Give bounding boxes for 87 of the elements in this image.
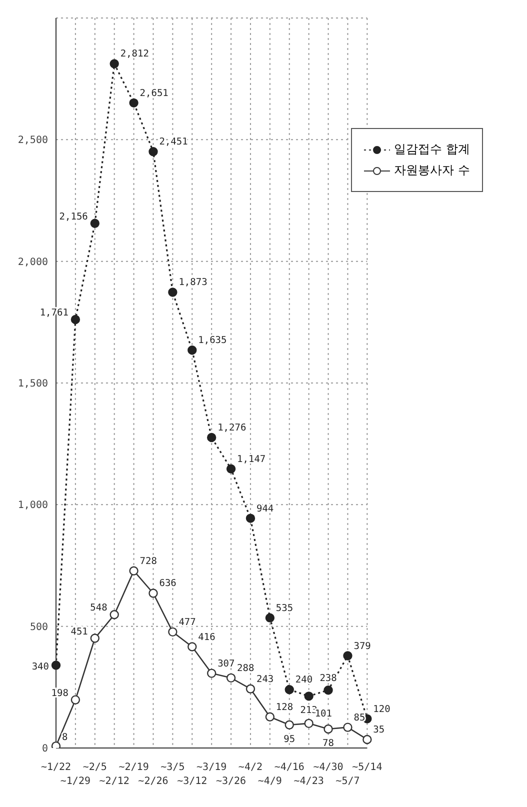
data-label: 1,635 [198, 335, 227, 346]
data-label: 35 [373, 724, 385, 736]
data-label: 477 [178, 616, 196, 628]
point [148, 588, 158, 598]
point [51, 660, 61, 670]
data-label: 240 [295, 674, 313, 686]
data-label: 535 [276, 602, 294, 614]
data-label: 238 [320, 673, 338, 684]
data-label: 95 [284, 734, 296, 745]
point [110, 610, 119, 620]
data-label: 2,156 [59, 211, 88, 222]
data-label: 2,812 [120, 48, 149, 60]
point [324, 685, 333, 695]
point [206, 432, 216, 442]
data-label: 451 [70, 626, 88, 638]
x-tick-label: ~1/22 [40, 762, 72, 773]
point [226, 673, 236, 683]
point [188, 346, 197, 355]
point [324, 724, 333, 734]
point [304, 718, 314, 728]
data-label: 2,451 [159, 136, 188, 148]
data-label: 636 [159, 578, 177, 590]
data-label: 548 [90, 602, 108, 614]
point [148, 146, 158, 156]
data-label: 78 [322, 738, 334, 750]
x-tick-label: ~3/12 [177, 776, 208, 787]
point [265, 613, 275, 622]
x-tick-label: ~5/7 [336, 776, 360, 787]
data-label: 1,147 [237, 454, 266, 465]
point [90, 218, 100, 228]
data-label: 379 [354, 640, 372, 652]
point [110, 59, 119, 68]
y-tick-label: 500 [30, 622, 48, 633]
x-tick-label: ~4/23 [294, 776, 324, 787]
x-tick-label: ~4/30 [313, 762, 344, 773]
data-label: 101 [314, 708, 332, 720]
point [70, 314, 80, 324]
x-tick-label: ~3/5 [160, 762, 185, 773]
y-tick-label: 2,500 [18, 135, 48, 146]
point [206, 668, 216, 678]
point [70, 695, 80, 704]
point [265, 712, 275, 722]
y-tick-label: 0 [42, 744, 48, 755]
x-tick-label: ~4/9 [258, 776, 282, 787]
point [246, 514, 256, 523]
y-tick-label: 1,000 [18, 500, 48, 512]
x-tick-label: ~4/16 [274, 762, 304, 773]
point [362, 734, 372, 744]
point [129, 98, 138, 108]
point [129, 566, 138, 576]
point [188, 642, 197, 652]
x-tick-label: ~2/26 [138, 776, 168, 787]
point [284, 720, 294, 730]
y-tick-label: 1,500 [18, 378, 48, 390]
x-tick-label: ~4/2 [238, 762, 263, 773]
data-label: 1,276 [218, 422, 246, 434]
data-label: 128 [276, 702, 294, 713]
point [304, 692, 314, 701]
data-label: 1,873 [178, 277, 208, 288]
legend-label: 일감접수 합계 [394, 141, 470, 158]
data-label: 416 [198, 632, 216, 643]
x-tick-label: ~2/12 [99, 776, 130, 787]
point [168, 627, 178, 637]
legend-label: 자원봉사자 수 [394, 162, 470, 179]
data-label: 944 [256, 503, 274, 514]
point [90, 634, 100, 643]
point [168, 288, 178, 297]
x-tick-label: ~2/5 [82, 762, 107, 773]
data-label: 728 [140, 556, 158, 567]
data-label: 340 [32, 661, 50, 672]
point [226, 464, 236, 474]
x-tick-label: ~2/19 [118, 762, 149, 773]
data-label: 8 [62, 732, 68, 744]
x-tick-label: ~5/14 [352, 762, 382, 773]
data-label: 2,651 [140, 88, 169, 99]
data-label: 307 [218, 658, 235, 670]
point [343, 722, 352, 732]
point [246, 684, 256, 694]
point [284, 685, 294, 694]
data-label: 288 [237, 662, 254, 674]
point [343, 651, 352, 660]
data-label: 243 [256, 674, 274, 685]
x-tick-label: ~3/26 [216, 776, 246, 787]
y-tick-label: 2,000 [18, 256, 48, 268]
x-tick-label: ~1/29 [60, 776, 91, 787]
data-label: 120 [373, 704, 391, 715]
x-tick-label: ~3/19 [196, 762, 227, 773]
